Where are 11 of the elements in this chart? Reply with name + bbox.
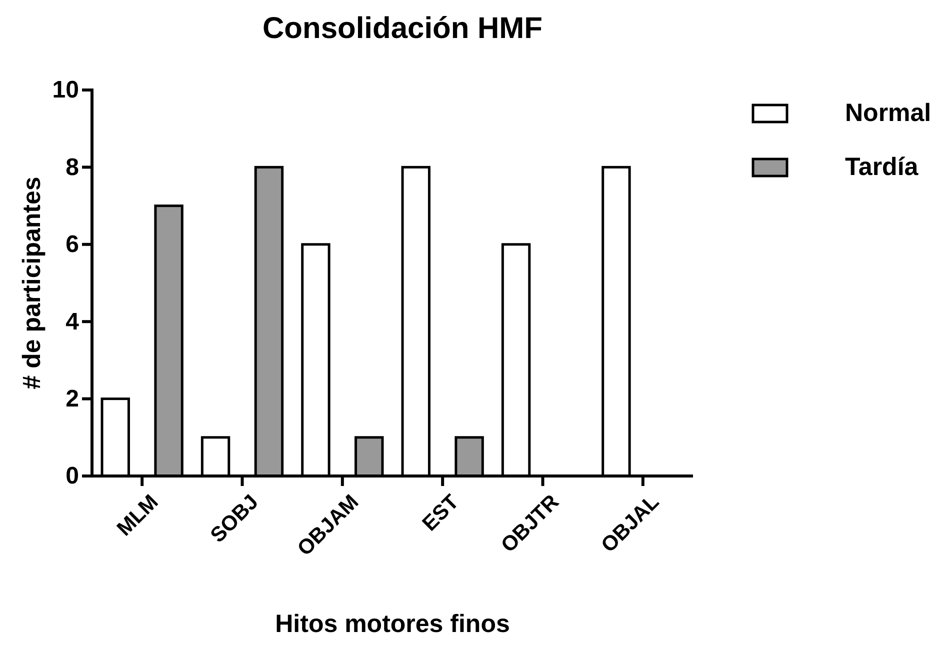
y-tick-label: 0 — [66, 462, 79, 490]
legend-label: Normal — [845, 99, 932, 127]
y-tick-label: 4 — [66, 308, 80, 336]
legend-label: Tardía — [845, 153, 920, 181]
y-axis-title: # de participantes — [18, 176, 46, 390]
y-tick-label: 6 — [66, 231, 79, 258]
y-tick-label: 10 — [52, 76, 79, 104]
y-tick-label: 2 — [66, 385, 79, 412]
chart-title: Consolidación HMF — [262, 12, 542, 45]
x-axis-title: Hitos motores finos — [275, 610, 510, 638]
y-tick-label: 8 — [66, 154, 79, 181]
